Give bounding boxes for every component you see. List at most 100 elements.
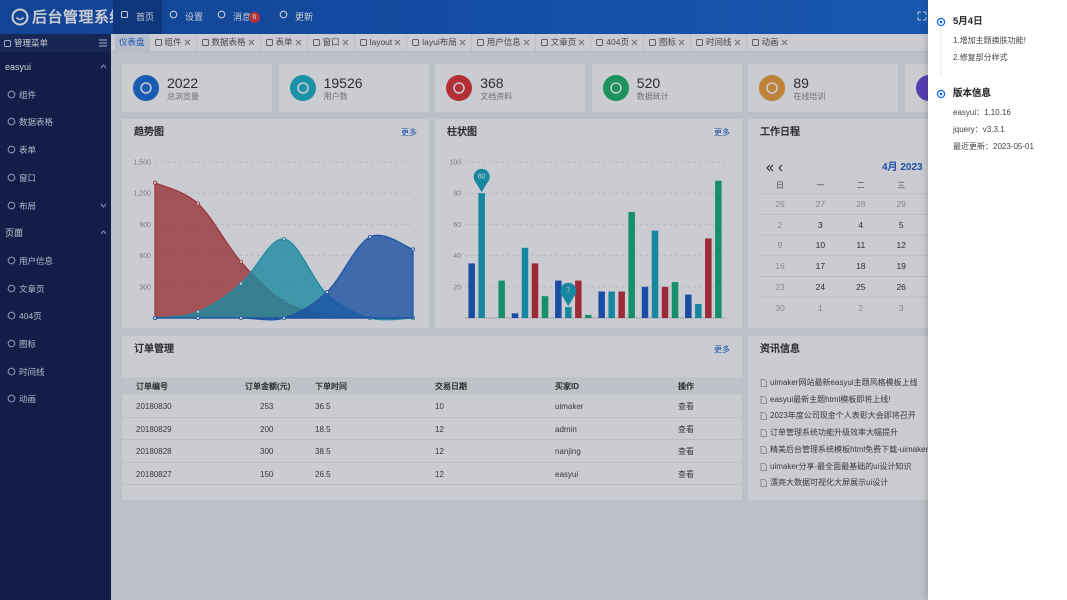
menu-item[interactable]: 表单 (0, 139, 111, 161)
tab[interactable]: 图标 (642, 34, 690, 51)
news-item[interactable]: easyui最新主题html模板即将上线! (770, 394, 891, 404)
news-item[interactable]: 2023年度公司现金个人表彰大会即将召开 (770, 411, 916, 421)
calendar-day[interactable]: 9 (777, 240, 783, 251)
news-item[interactable]: 精美后台管理系统模板html免费下载-uimaker (770, 444, 929, 454)
icon[interactable] (577, 38, 586, 47)
menu-item[interactable]: 404页 (0, 305, 111, 327)
menu-item[interactable]: 数据表格 (0, 111, 111, 133)
menu-group[interactable]: easyui (0, 56, 111, 78)
table-cell[interactable]: 查看 (678, 424, 694, 434)
icon[interactable] (780, 38, 789, 47)
stat-icon-bg (446, 75, 473, 101)
close-icon (248, 39, 254, 46)
bar (618, 291, 625, 318)
menu-item[interactable]: 组件 (0, 84, 111, 106)
icon[interactable] (733, 38, 742, 47)
tab-bar: 仪表盘 组件 数据表格 表单 窗口 layout layui布局 用户信息 文章页 404页 图标 时… (111, 34, 928, 52)
panel-more[interactable]: 更多 (714, 128, 730, 137)
tab[interactable]: 表单 (259, 34, 307, 51)
calendar-day[interactable]: 16 (775, 261, 785, 272)
menu-item[interactable]: 动画 (0, 388, 111, 410)
nav-item[interactable]: 首页 (113, 0, 162, 34)
table-cell[interactable]: 查看 (678, 402, 694, 411)
calendar-day[interactable]: 24 (815, 281, 826, 292)
menu-item[interactable]: 图标 (0, 333, 111, 355)
stat-icon-glyph (140, 82, 152, 94)
nav-item[interactable]: 设置 (162, 0, 210, 34)
icon[interactable] (393, 38, 402, 47)
tab[interactable]: 动画 (745, 34, 793, 51)
icon[interactable] (458, 38, 467, 47)
menu-group[interactable]: 页面 (0, 222, 111, 244)
calendar-day[interactable]: 2 (858, 302, 864, 313)
icon[interactable] (522, 38, 531, 47)
calendar-day[interactable]: 11 (856, 240, 866, 251)
calendar-day[interactable]: 3 (818, 219, 823, 230)
tab[interactable]: layout (353, 34, 407, 51)
calendar-day[interactable]: 12 (896, 240, 906, 251)
tab[interactable]: layui布局 (406, 34, 470, 51)
news-item[interactable]: uimaker分享-最全面最基础的ui设计知识 (770, 461, 912, 471)
calendar-day[interactable]: 5 (898, 219, 904, 230)
icon[interactable] (630, 38, 639, 47)
calendar-day[interactable]: 1 (818, 302, 823, 313)
logo-icon (11, 8, 29, 26)
menu-item[interactable]: 窗口 (0, 167, 111, 189)
calendar-day[interactable]: 10 (815, 240, 826, 251)
tab[interactable]: 时间线 (689, 34, 746, 51)
tab[interactable]: 窗口 (306, 34, 354, 51)
overlay[interactable] (0, 0, 928, 600)
stat-icon-glyph (766, 82, 779, 94)
calendar-day[interactable]: 19 (896, 261, 906, 272)
calendar-day[interactable]: 30 (775, 302, 785, 313)
calendar-day[interactable]: 28 (856, 199, 866, 209)
news-item[interactable]: uimaker网站最新easyui主题风格模板上线 (770, 378, 918, 387)
menu-item-label: 数据表格 (19, 117, 54, 128)
news-item[interactable]: 订单管理系统功能升级效率大幅提升 (770, 428, 898, 438)
icon[interactable] (294, 38, 303, 47)
calendar-day[interactable]: 18 (856, 261, 866, 272)
table-cell: 38.5 (315, 447, 331, 456)
news-item[interactable]: 漂亮大数据可视化大屏展示ui设计 (770, 478, 889, 488)
table-cell[interactable]: 查看 (678, 469, 694, 479)
y-tick-label: 100 (449, 160, 461, 167)
tab[interactable]: 仪表盘 (115, 34, 149, 51)
tab[interactable]: 404页 (590, 34, 643, 51)
icon[interactable] (677, 38, 686, 47)
icon[interactable] (183, 38, 192, 47)
calendar-month[interactable]: 4月 2023 (882, 162, 923, 173)
calendar-day[interactable]: 2 (777, 219, 783, 230)
calendar-day[interactable]: 3 (898, 302, 904, 313)
icon (201, 39, 209, 46)
calendar-day[interactable]: 17 (815, 261, 826, 272)
nav-badge: 6 (249, 12, 260, 23)
tab[interactable]: 数据表格 (195, 34, 260, 51)
calendar-day[interactable]: 4 (858, 219, 864, 230)
menu-item-label: 时间线 (19, 366, 45, 377)
icon[interactable] (341, 38, 350, 47)
calendar-day[interactable]: 26 (896, 281, 906, 292)
calendar-day[interactable]: 29 (896, 199, 906, 209)
nav-item[interactable]: 更新 (272, 0, 320, 34)
icon (7, 145, 16, 154)
calendar-day[interactable]: 26 (775, 199, 785, 209)
icon-shape (7, 173, 16, 182)
table-cell[interactable]: 查看 (678, 447, 694, 456)
calendar-day[interactable]: 27 (815, 199, 826, 209)
panel-more[interactable]: 更多 (401, 128, 417, 137)
icon-shape (169, 10, 178, 19)
icon[interactable] (247, 38, 256, 47)
tab[interactable]: 文章页 (534, 34, 591, 51)
tab[interactable]: 用户信息 (470, 34, 535, 51)
menu-item[interactable]: 文章页 (0, 278, 111, 300)
menu-item[interactable]: 布局 (0, 195, 111, 217)
nav-item[interactable]: 消息 (210, 0, 272, 34)
table-header-cell: 订单金额(元) (245, 382, 291, 391)
timeline-dot-core (939, 92, 943, 96)
menu-item[interactable]: 用户信息 (0, 250, 111, 272)
calendar-day[interactable]: 25 (856, 281, 866, 292)
calendar-day[interactable]: 23 (775, 281, 785, 292)
tab[interactable]: 组件 (148, 34, 196, 51)
panel-more[interactable]: 更多 (714, 345, 730, 354)
menu-item[interactable]: 时间线 (0, 361, 111, 383)
